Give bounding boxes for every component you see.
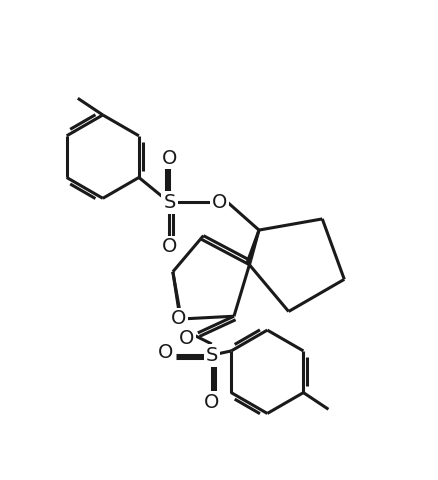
Text: O: O	[170, 310, 186, 328]
Text: O: O	[204, 393, 219, 412]
Text: O: O	[162, 148, 177, 168]
Text: O: O	[158, 343, 173, 362]
Text: O: O	[211, 193, 226, 212]
Text: S: S	[205, 346, 217, 365]
Text: S: S	[163, 193, 175, 212]
Text: O: O	[162, 238, 177, 256]
Text: O: O	[179, 329, 194, 348]
